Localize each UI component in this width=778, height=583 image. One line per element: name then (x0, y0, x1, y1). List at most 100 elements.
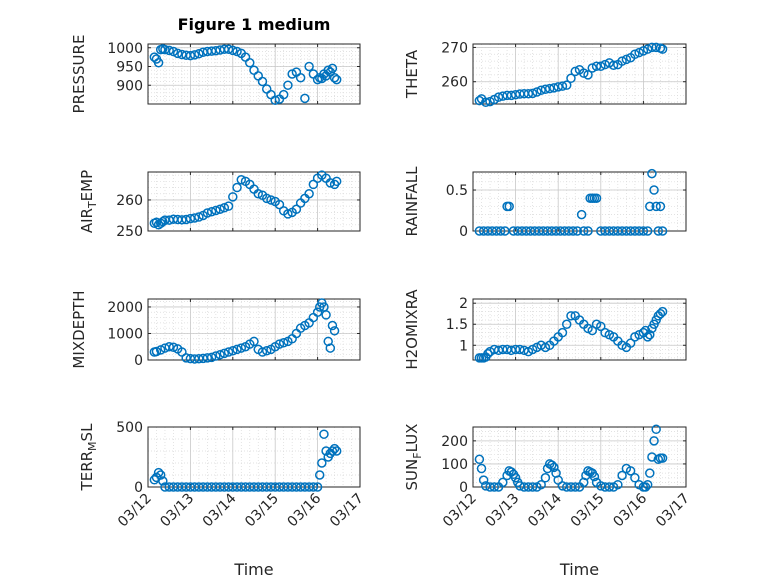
data-point (211, 351, 221, 361)
data-point (653, 226, 664, 236)
data-markers (149, 44, 342, 105)
data-point (194, 212, 204, 222)
x-tick-label: 03/14 (200, 490, 240, 530)
x-tick-label: 03/17 (653, 491, 693, 531)
data-point (481, 97, 491, 108)
x-axis-label: Time (233, 560, 273, 579)
plot-area (473, 172, 686, 231)
data-point (314, 470, 325, 480)
data-point (325, 178, 336, 188)
data-point (215, 349, 225, 360)
data-point (561, 319, 572, 329)
data-point (232, 182, 242, 193)
data-point (300, 93, 310, 104)
data-point (568, 226, 578, 236)
tick-marks (472, 44, 687, 104)
data-point (645, 330, 655, 340)
data-point (642, 226, 653, 236)
data-point (474, 454, 485, 465)
data-point (613, 479, 623, 490)
data-markers (149, 298, 340, 364)
x-tick-label: 03/17 (327, 491, 367, 531)
y-axis-label: THETA (403, 49, 421, 99)
data-point (160, 44, 170, 55)
tick-marks (147, 44, 361, 104)
data-point (557, 327, 568, 338)
y-tick-label: 1.5 (446, 317, 468, 333)
y-tick-label: 0 (459, 224, 468, 240)
x-tick-label: 03/12 (440, 491, 480, 531)
data-point (153, 467, 164, 478)
data-point (478, 475, 489, 485)
y-tick-label: 0 (459, 480, 468, 496)
data-point (645, 468, 655, 478)
y-axis-label: PRESSURE (70, 35, 88, 114)
data-point (655, 201, 666, 212)
data-point (589, 471, 600, 482)
data-point (474, 95, 485, 106)
data-point (523, 88, 534, 99)
data-point (608, 60, 619, 71)
data-markers (474, 168, 668, 236)
y-tick-label: 200 (441, 434, 468, 450)
data-point (308, 179, 319, 190)
data-point (304, 61, 314, 72)
data-point (155, 345, 166, 355)
plot-area (473, 299, 686, 360)
data-point (625, 338, 636, 348)
data-point (596, 321, 606, 332)
y-tick-label: 2000 (107, 300, 143, 316)
data-point (185, 50, 196, 61)
data-point (158, 216, 168, 227)
data-point (591, 61, 602, 72)
data-point (642, 44, 653, 54)
data-point (151, 346, 162, 357)
data-point (591, 193, 602, 203)
data-point (172, 48, 183, 59)
data-point (202, 353, 213, 363)
data-point (317, 458, 327, 468)
data-markers (149, 429, 342, 492)
data-point (647, 168, 657, 179)
y-tick-label: 500 (116, 420, 143, 436)
data-point (164, 45, 174, 56)
y-axis-label: H2OMIXRA (403, 289, 421, 370)
data-point (625, 466, 636, 476)
data-point (655, 308, 666, 319)
data-point (189, 213, 200, 223)
data-point (617, 470, 627, 481)
data-point (321, 310, 331, 320)
data-point (495, 226, 506, 236)
data-point (527, 88, 538, 99)
data-point (331, 446, 342, 456)
axes-box (472, 298, 687, 361)
y-tick-label: 0 (134, 353, 143, 369)
data-point (576, 209, 587, 220)
data-point (223, 44, 234, 54)
data-point (215, 204, 225, 215)
data-point (544, 83, 555, 94)
data-point (312, 307, 323, 318)
data-point (329, 73, 340, 83)
subplot-pressure: 900 950 1000 PRESSURE (70, 35, 361, 114)
data-point (164, 341, 174, 352)
data-point (308, 482, 319, 492)
data-point (536, 85, 546, 96)
data-point (621, 54, 632, 65)
data-point (283, 209, 293, 219)
x-tick-label: 03/15 (568, 491, 608, 531)
data-point (274, 339, 285, 349)
data-point (510, 473, 521, 483)
data-point (228, 345, 238, 356)
data-point (261, 345, 272, 356)
x-tick-label: 03/13 (483, 491, 523, 531)
data-point (283, 80, 293, 90)
data-point (312, 482, 323, 492)
data-point (532, 87, 542, 97)
x-tick-label: 03/14 (525, 490, 565, 530)
data-point (651, 424, 661, 435)
subplot-sun-flux: 0 100 200 SUNFLUX 03/12 03/13 03/14 03/15 03/16 0… (403, 424, 693, 579)
data-point (572, 226, 583, 236)
data-point (295, 73, 306, 83)
